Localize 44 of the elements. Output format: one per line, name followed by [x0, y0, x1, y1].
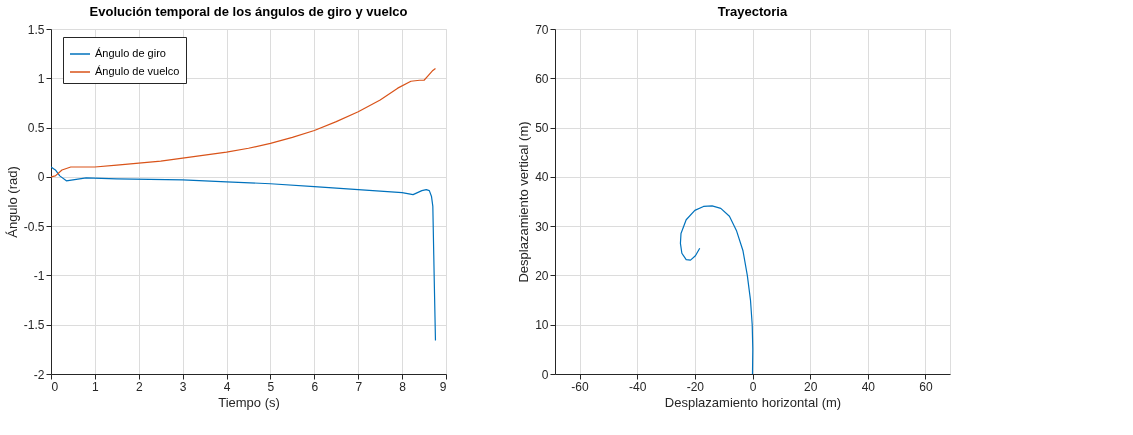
x-tick-label: 8: [399, 379, 407, 394]
line-series: [51, 67, 437, 178]
y-tick-label: 1.5: [27, 22, 45, 37]
y-tick-label: -0.5: [23, 219, 45, 234]
x-tick-label: 60: [919, 379, 933, 394]
y-tick-label: 0.5: [27, 121, 45, 136]
x-tick-label: -20: [686, 379, 705, 394]
x-tick-label: 40: [861, 379, 876, 394]
chart-title: Trayectoria: [717, 4, 788, 19]
x-tick-label: 7: [355, 379, 363, 394]
y-axis-title: Ángulo (rad): [4, 166, 20, 238]
y-tick-label: -1: [33, 268, 45, 283]
x-axis-title: Desplazamiento horizontal (m): [664, 394, 842, 410]
x-tick-label: 20: [803, 379, 818, 394]
y-tick-label: 0: [541, 367, 549, 382]
x-axis-title: Tiempo (s): [218, 394, 280, 410]
y-tick-label: 1: [37, 71, 45, 86]
x-tick-label: 6: [311, 379, 319, 394]
x-tick-label: 2: [135, 379, 143, 394]
x-tick-label: 5: [267, 379, 275, 394]
legend-label: Ángulo de giro: [95, 47, 166, 59]
x-tick-label: -60: [571, 379, 590, 394]
y-tick-label: 20: [535, 268, 549, 283]
y-tick-label: -1.5: [23, 318, 45, 333]
y-tick-label: 10: [535, 318, 549, 333]
line-series: [51, 166, 437, 342]
x-tick-label: 3: [179, 379, 187, 394]
y-tick-label: 30: [535, 219, 549, 234]
y-axis-title: Desplazamiento vertical (m): [516, 121, 532, 283]
y-tick-label: 40: [535, 170, 549, 185]
x-tick-label: 9: [439, 379, 447, 394]
x-tick-label: 0: [749, 379, 757, 394]
y-tick-label: 60: [535, 71, 549, 86]
x-tick-label: 4: [223, 379, 231, 394]
y-tick-label: 0: [37, 170, 45, 185]
y-tick-label: 50: [535, 121, 549, 136]
y-tick-label: 70: [535, 22, 549, 37]
line-series: [679, 205, 754, 374]
x-tick-label: 0: [51, 379, 59, 394]
x-tick-label: 1: [92, 379, 100, 394]
chart-title: Evolución temporal de los ángulos de giro y vuelco: [89, 4, 408, 19]
legend-label: Ángulo de vuelco: [95, 65, 180, 77]
y-tick-label: -2: [33, 367, 45, 382]
x-tick-label: -40: [629, 379, 647, 394]
